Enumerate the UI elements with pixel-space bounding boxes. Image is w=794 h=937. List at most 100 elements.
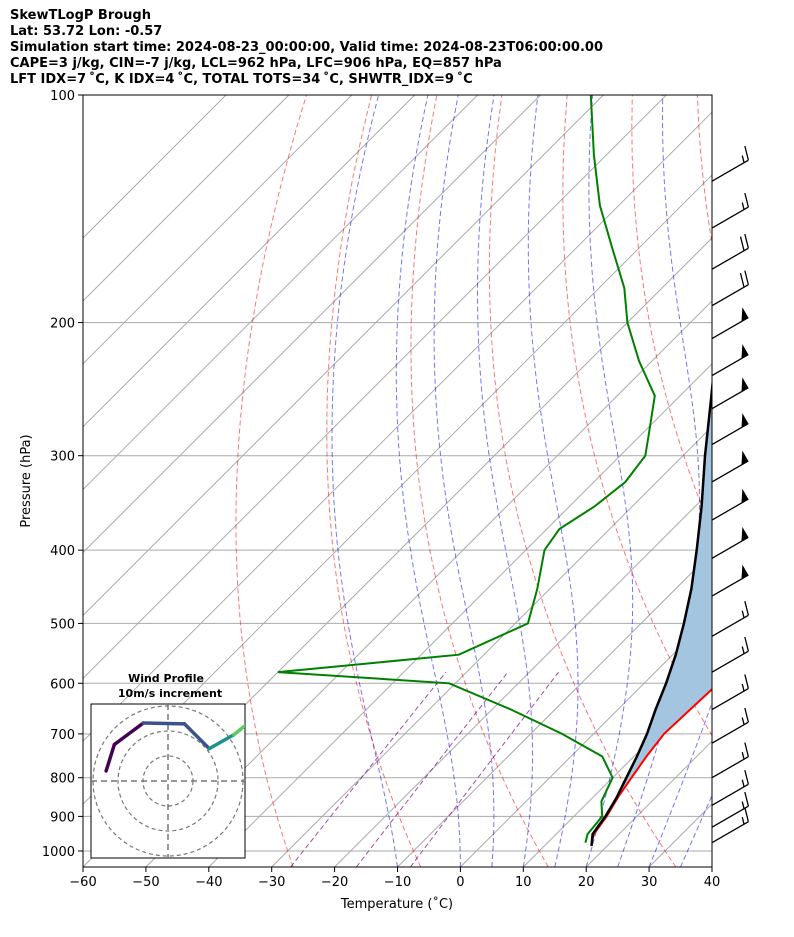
moist-adiabat xyxy=(527,95,579,867)
barb-full xyxy=(744,601,750,616)
isotherm-gridline xyxy=(83,95,353,365)
y-tick-label: 400 xyxy=(50,544,75,559)
y-axis-label: Pressure (hPa) xyxy=(19,434,34,527)
barb-staff xyxy=(711,721,749,744)
hodograph-trace xyxy=(232,723,245,737)
dry-adiabat xyxy=(488,95,677,867)
wind-barb xyxy=(711,742,750,779)
x-tick-label: −50 xyxy=(132,875,159,890)
barb-full xyxy=(744,769,750,785)
wind-barb xyxy=(711,564,749,597)
header-line-location: Lat: 53.72 Lon: -0.57 xyxy=(10,24,163,39)
mixing-ratio-line xyxy=(409,671,559,867)
moist-adiabat xyxy=(331,95,398,867)
barb-staff xyxy=(711,247,749,270)
barb-staff xyxy=(711,821,749,844)
hodograph-ring xyxy=(117,730,219,832)
wind-barb xyxy=(711,450,749,483)
barb-full xyxy=(744,192,750,208)
barb-half xyxy=(741,155,745,163)
barb-full xyxy=(744,233,750,249)
barb-flag xyxy=(741,488,749,504)
isotherm-gridline xyxy=(83,95,290,302)
barb-half xyxy=(741,683,745,692)
barb-full xyxy=(744,742,750,757)
isotherm-gridline xyxy=(83,95,667,680)
isotherm-gridline xyxy=(83,111,712,742)
moist-adiabat xyxy=(617,95,701,867)
barb-full xyxy=(744,145,750,161)
mixing-ratio-line xyxy=(290,671,447,867)
dry-adiabat xyxy=(763,95,794,867)
hodograph-trace xyxy=(104,742,117,773)
hodograph-trace xyxy=(182,722,211,751)
x-tick-label: −10 xyxy=(384,875,411,890)
barb-staff xyxy=(711,687,749,711)
y-tick-label: 700 xyxy=(50,728,75,743)
y-tick-label: 100 xyxy=(50,89,75,104)
wind-barb xyxy=(711,192,750,229)
barb-full xyxy=(739,272,745,288)
barb-full xyxy=(744,674,750,689)
y-tick-label: 200 xyxy=(50,317,75,332)
x-tick-label: −40 xyxy=(195,875,222,890)
barb-half xyxy=(741,610,745,618)
barb-half xyxy=(741,816,745,825)
y-tick-label: 300 xyxy=(50,450,75,465)
temperature-line xyxy=(590,687,712,843)
y-tick-label: 600 xyxy=(50,677,75,692)
wind-barb xyxy=(711,270,750,307)
hodograph-title: Wind Profile xyxy=(128,672,204,685)
x-tick-label: −30 xyxy=(258,875,285,890)
wind-barb xyxy=(711,377,749,410)
y-tick-label: 1000 xyxy=(42,845,75,860)
barb-full xyxy=(744,707,750,723)
x-tick-label: 40 xyxy=(704,875,721,890)
barb-flag xyxy=(741,413,749,428)
barb-full xyxy=(744,807,750,822)
hodograph-trace xyxy=(251,679,284,722)
x-tick-label: 0 xyxy=(456,875,464,890)
barb-flag xyxy=(741,564,749,580)
barb-staff xyxy=(711,284,749,307)
barb-staff xyxy=(711,614,749,637)
y-tick-label: 500 xyxy=(50,617,75,632)
hodograph-trace xyxy=(112,721,145,747)
y-tick-label: 800 xyxy=(50,772,75,787)
barb-staff xyxy=(711,206,749,229)
parcel-line xyxy=(590,376,712,847)
isotherm-gridline xyxy=(648,803,712,867)
x-tick-label: 10 xyxy=(515,875,532,890)
moist-adiabat xyxy=(680,794,712,867)
moist-adiabat xyxy=(433,95,495,867)
wind-barb xyxy=(711,601,750,637)
barb-full xyxy=(744,636,750,652)
isotherm-gridline xyxy=(522,677,712,867)
barb-flag xyxy=(741,450,749,465)
isotherm-gridline xyxy=(208,363,712,867)
dry-adiabat xyxy=(235,95,307,867)
wind-barb xyxy=(711,674,750,711)
barb-half xyxy=(741,202,745,210)
y-tick-label: 900 xyxy=(50,810,75,825)
wind-barb xyxy=(711,307,749,340)
header-line-times: Simulation start time: 2024-08-23_00:00:… xyxy=(10,40,603,55)
x-tick-label: −20 xyxy=(321,875,348,890)
wind-barb xyxy=(711,707,750,744)
isotherm-gridline xyxy=(334,488,712,867)
wind-barb xyxy=(711,636,750,673)
x-tick-label: −60 xyxy=(69,875,96,890)
isotherm-gridline xyxy=(83,95,478,491)
wind-barb xyxy=(711,769,750,806)
isotherm-gridline xyxy=(83,95,541,554)
moist-adiabat xyxy=(585,95,634,867)
dry-adiabat xyxy=(562,95,712,737)
barb-staff xyxy=(711,536,749,559)
barb-flag xyxy=(741,526,749,542)
x-axis-label: Temperature (˚C) xyxy=(340,896,453,912)
isotherm-gridline xyxy=(711,866,712,867)
x-tick-label: 30 xyxy=(641,875,658,890)
barb-half xyxy=(741,717,745,725)
moist-adiabat xyxy=(648,701,712,867)
header-line-cape: CAPE=3 j/kg, CIN=-7 j/kg, LCL=962 hPa, L… xyxy=(10,56,502,71)
